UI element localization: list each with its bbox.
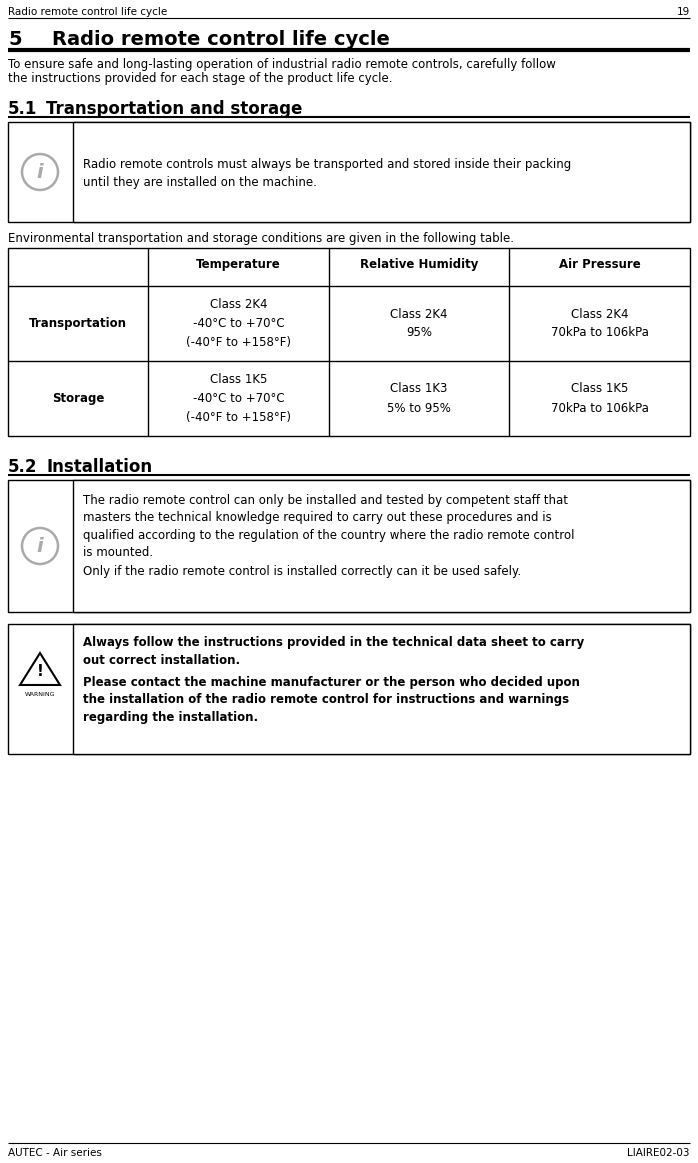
Text: Radio remote control life cycle: Radio remote control life cycle — [8, 7, 168, 17]
Text: 5.2: 5.2 — [8, 458, 38, 476]
Text: the instructions provided for each stage of the product life cycle.: the instructions provided for each stage… — [8, 72, 392, 85]
Text: Transportation: Transportation — [29, 317, 127, 330]
Text: Radio remote control life cycle: Radio remote control life cycle — [52, 30, 390, 49]
Text: 19: 19 — [677, 7, 690, 17]
Bar — [8, 480, 690, 612]
Text: Class 2K4
70kPa to 106kPa: Class 2K4 70kPa to 106kPa — [551, 307, 648, 340]
Text: Class 1K5
-40°C to +70°C
(-40°F to +158°F): Class 1K5 -40°C to +70°C (-40°F to +158°… — [186, 373, 291, 424]
Text: To ensure safe and long-lasting operation of industrial radio remote controls, c: To ensure safe and long-lasting operatio… — [8, 58, 556, 71]
Text: WARNING: WARNING — [24, 692, 55, 698]
Text: Relative Humidity: Relative Humidity — [359, 258, 478, 271]
Text: Installation: Installation — [46, 458, 152, 476]
Text: Please contact the machine manufacturer or the person who decided upon
the insta: Please contact the machine manufacturer … — [83, 676, 580, 725]
Text: Class 2K4
95%: Class 2K4 95% — [390, 307, 447, 340]
Text: 5: 5 — [8, 30, 22, 49]
Bar — [8, 122, 690, 222]
Bar — [73, 625, 690, 754]
Bar — [73, 122, 690, 222]
Bar — [8, 248, 690, 436]
Bar — [8, 625, 690, 754]
Text: Class 2K4
-40°C to +70°C
(-40°F to +158°F): Class 2K4 -40°C to +70°C (-40°F to +158°… — [186, 298, 291, 349]
Text: 5.1: 5.1 — [8, 100, 38, 117]
Text: Only if the radio remote control is installed correctly can it be used safely.: Only if the radio remote control is inst… — [83, 565, 521, 578]
Text: Class 1K3
5% to 95%: Class 1K3 5% to 95% — [387, 383, 451, 414]
Text: Class 1K5
70kPa to 106kPa: Class 1K5 70kPa to 106kPa — [551, 383, 648, 414]
Text: !: ! — [36, 664, 43, 678]
Text: Air Pressure: Air Pressure — [559, 258, 641, 271]
Bar — [73, 480, 690, 612]
Text: i: i — [37, 163, 43, 181]
Text: Radio remote controls must always be transported and stored inside their packing: Radio remote controls must always be tra… — [83, 158, 571, 190]
Text: AUTEC - Air series: AUTEC - Air series — [8, 1148, 102, 1158]
Text: Always follow the instructions provided in the technical data sheet to carry
out: Always follow the instructions provided … — [83, 636, 584, 666]
Text: Environmental transportation and storage conditions are given in the following t: Environmental transportation and storage… — [8, 231, 514, 245]
Text: The radio remote control can only be installed and tested by competent staff tha: The radio remote control can only be ins… — [83, 494, 574, 559]
Text: LIAIRE02-03: LIAIRE02-03 — [628, 1148, 690, 1158]
Text: Temperature: Temperature — [196, 258, 281, 271]
Text: i: i — [37, 536, 43, 556]
Text: Storage: Storage — [52, 392, 104, 405]
Text: Transportation and storage: Transportation and storage — [46, 100, 302, 117]
